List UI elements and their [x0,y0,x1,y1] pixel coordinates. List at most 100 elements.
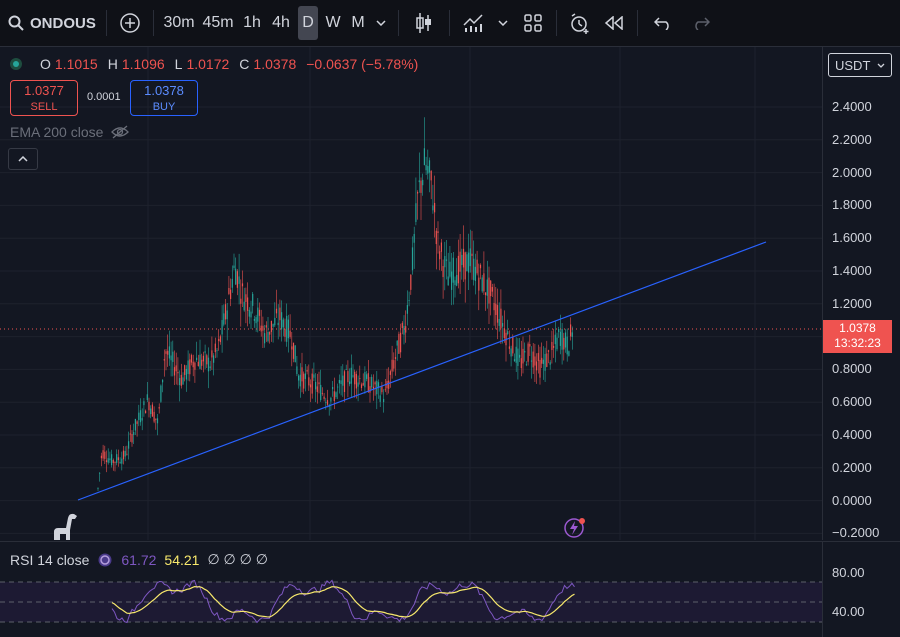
buy-button[interactable]: 1.0378 BUY [130,80,198,116]
high-key: H [107,56,118,72]
candle-body [350,367,352,384]
candle-body [117,457,119,461]
candle-body [199,354,201,369]
eye-off-icon[interactable] [111,125,130,139]
candle-body [162,379,164,383]
candle-body [459,251,461,272]
rsi-axis-label-40: 40.00 [832,604,865,619]
collapse-legend-button[interactable] [8,148,38,170]
rsi-axis-label-80: 80.00 [832,565,865,580]
interval-4h[interactable]: 4h [272,14,290,31]
interval-d[interactable]: D [298,6,318,40]
interval-1h[interactable]: 1h [243,14,261,31]
candle-body [104,451,106,459]
price-chart-canvas[interactable] [0,47,822,540]
candle-body [194,362,196,370]
candle-body [296,366,298,375]
symbol-search[interactable]: ONDOUS [0,6,100,40]
alert-button[interactable] [563,6,597,40]
indicators-button[interactable] [456,6,490,40]
ema-indicator-legend[interactable]: EMA 200 close [10,124,130,140]
candle-body [417,192,419,194]
interval-45m[interactable]: 45m [202,14,234,31]
last-price: 1.0378 [839,321,876,335]
candle-body [316,386,318,392]
change-value: −0.0637 (−5.78%) [306,56,419,72]
candle-body [430,170,432,181]
candle-body [529,344,531,347]
candle-body [525,364,527,366]
candle-body [289,330,291,337]
chart-type-button[interactable] [405,6,443,40]
compare-add-button[interactable] [113,6,147,40]
candle-body [153,411,155,422]
price-axis[interactable] [822,47,900,540]
rsi-ma-line [111,585,575,618]
candle-body [371,376,373,388]
candle-body [170,355,172,361]
candle-body [97,488,99,490]
candle-body [396,340,398,346]
rsi-axis[interactable] [822,541,900,637]
candle-body [126,453,128,455]
price-chart-pane[interactable] [0,47,822,540]
candle-body [185,368,187,380]
tradingview-logo-icon[interactable] [50,510,80,547]
layouts-button[interactable] [516,6,550,40]
candle-body [265,325,267,328]
candle-body [136,421,138,424]
candle-body [464,252,466,280]
currency-select[interactable]: USDT [828,53,892,77]
candle-body [434,202,436,213]
candle-body [100,455,102,459]
candle-body [418,180,420,183]
price-axis-label: 1.4000 [832,263,872,278]
undo-button[interactable] [644,6,682,40]
candle-body [230,289,232,300]
redo-button[interactable] [682,6,720,40]
candle-body [566,336,568,355]
candle-body [167,350,169,355]
candle-body [558,329,560,333]
price-axis-label: 0.2000 [832,459,872,475]
interval-30m[interactable]: 30m [163,14,195,31]
candle-body [360,384,363,389]
rsi-settings-icon[interactable] [97,552,113,568]
interval-dropdown[interactable] [370,6,392,40]
rsi-pane[interactable] [0,541,822,637]
candle-body [498,318,500,326]
candle-body [207,357,210,372]
sell-button[interactable]: 1.0377 SELL [10,80,78,116]
search-icon [8,15,24,31]
candle-body [260,325,262,332]
price-axis-label: 0.8000 [832,361,872,377]
candle-body [503,328,505,338]
candle-body [184,365,186,375]
candle-body [490,280,492,297]
currency-label: USDT [835,57,871,73]
candle-body [491,287,493,292]
candle-body [209,366,211,369]
candle-body [269,331,271,335]
candle-body [223,313,225,325]
interval-w[interactable]: W [325,14,341,31]
trendline[interactable] [77,241,767,501]
candle-body [486,279,488,296]
indicators-dropdown[interactable] [490,6,516,40]
price-axis-label: 1.8000 [832,197,872,213]
candle-body [403,325,405,335]
high-value: 1.1096 [121,56,165,72]
divider [398,10,399,36]
candle-body [493,302,495,311]
candle-body [119,461,121,464]
candle-body [500,308,502,329]
replay-button[interactable] [597,6,631,40]
candle-body [107,458,109,463]
candle-body [270,321,272,332]
candle-body [272,323,274,327]
candle-body [383,398,385,403]
rsi-canvas[interactable] [0,542,822,637]
lightning-event-icon[interactable] [563,516,587,545]
interval-m[interactable]: M [351,14,365,31]
candle-body [536,361,538,371]
